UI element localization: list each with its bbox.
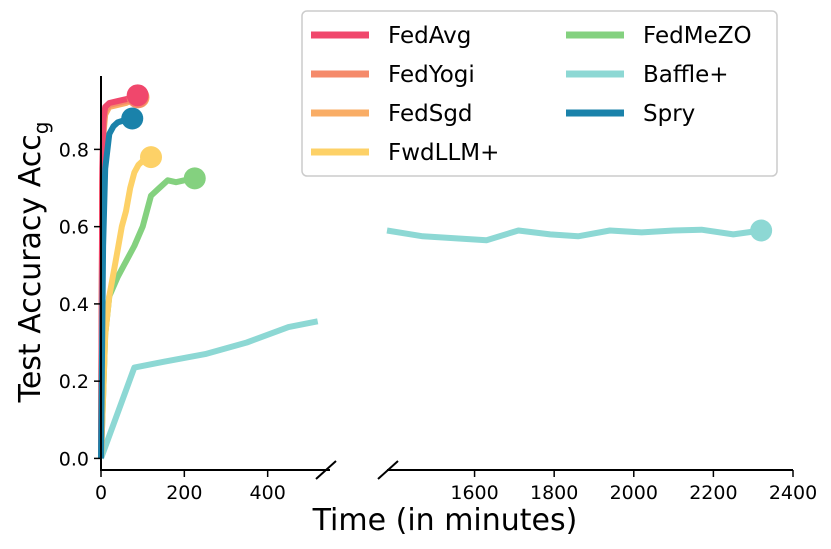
y-axis-title-subscript: g <box>29 122 53 135</box>
end-marker-baffle-plus <box>750 219 773 242</box>
x-tick-label: 400 <box>250 482 286 504</box>
x-axis-title: Time (in minutes) <box>312 503 578 538</box>
end-marker-fwdllm-plus <box>140 146 162 169</box>
series-line-baffle-plus <box>386 226 762 244</box>
end-marker-spry <box>121 107 144 130</box>
axes-layer <box>100 76 793 480</box>
y-tick-label: 0.2 <box>59 371 89 393</box>
legend-label: FedSgd <box>388 101 473 127</box>
legend-entry-fwdllm-plus: FwdLLM+ <box>311 140 499 166</box>
legend-label: FedYogi <box>388 62 475 88</box>
legend-label: FedAvg <box>388 23 471 49</box>
x-tick-label: 2200 <box>689 482 737 504</box>
series-line-fwdllm-plus <box>98 154 153 459</box>
y-axis-title: Test Accuracy Accg <box>13 122 53 404</box>
legend-label: Spry <box>643 101 695 127</box>
legend: FedAvg FedYogi FedSgd FwdLLM+ FedMeZO Baffle+… <box>301 10 778 177</box>
end-marker-fedavg <box>126 84 149 107</box>
legend-entry-fedavg: FedAvg <box>311 23 471 49</box>
legend-label: FedMeZO <box>643 23 752 49</box>
series-fwdllm-plus <box>98 154 153 459</box>
end-marker-fedmezo <box>183 167 206 190</box>
x-tick-label: 200 <box>166 482 202 504</box>
series-line-baffle-plus <box>98 318 319 460</box>
x-tick-label: 1800 <box>530 482 578 504</box>
legend-entry-fedyogi: FedYogi <box>311 62 475 88</box>
y-axis-title-text: Test Accuracy Acc <box>13 134 48 403</box>
legend-frame <box>301 10 778 177</box>
y-tick-label: 0.0 <box>59 448 89 470</box>
y-tick-label: 0.4 <box>59 294 89 316</box>
legend-entry-fedmezo: FedMeZO <box>566 23 752 49</box>
y-tick-label: 0.6 <box>59 217 89 239</box>
y-tick-label: 0.8 <box>59 139 89 161</box>
legend-label: Baffle+ <box>643 62 729 88</box>
legend-entry-spry: Spry <box>566 101 695 127</box>
ticks-layer: 0 200 400 1600 1800 2000 2200 2400 0.0 0.2 0.4 0.6 0… <box>59 139 817 504</box>
legend-label: FwdLLM+ <box>388 140 499 166</box>
x-tick-label: 2400 <box>769 482 817 504</box>
x-tick-label: 2000 <box>610 482 658 504</box>
axis-break-mark-left <box>315 460 337 480</box>
axis-break-mark-right <box>377 460 399 480</box>
series-layer <box>98 92 762 460</box>
legend-entry-baffle-plus: Baffle+ <box>566 62 729 88</box>
marker-layer <box>121 84 773 242</box>
x-tick-label: 0 <box>95 482 107 504</box>
legend-entry-fedsgd: FedSgd <box>311 101 473 127</box>
series-baffle-plus <box>98 226 762 460</box>
x-tick-label: 1600 <box>450 482 498 504</box>
